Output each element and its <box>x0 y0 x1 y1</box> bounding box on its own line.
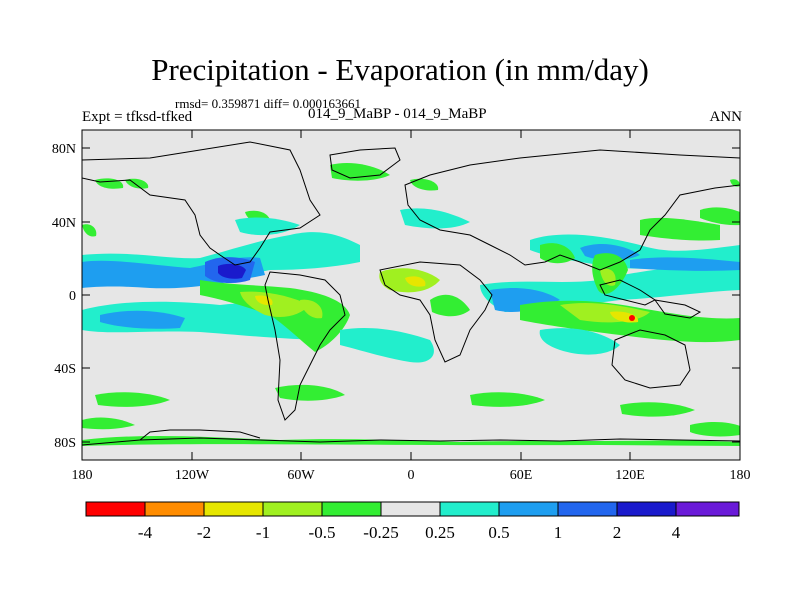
season-label: ANN <box>709 109 743 125</box>
colorbar-label: 4 <box>672 523 681 542</box>
contour-region <box>95 392 170 407</box>
contour-region <box>600 268 616 286</box>
colorbar-box <box>321 501 382 517</box>
coastline-australia <box>611 329 691 389</box>
coastline-new-guinea <box>653 299 702 319</box>
contour-fill <box>82 163 740 460</box>
contour-region <box>275 384 345 401</box>
colorbar-label: -0.25 <box>363 523 398 542</box>
contour-region <box>470 392 545 407</box>
coastline-antarctic-peninsula <box>139 429 261 441</box>
x-tick-label: 60E <box>510 468 533 483</box>
contour-region <box>235 217 300 236</box>
case-label: 014_9_MaBP - 014_9_MaBP <box>308 106 487 122</box>
contour-region <box>539 328 620 355</box>
expt-label: Expt = tfksd-tfked <box>82 109 193 125</box>
contour-region <box>300 299 323 319</box>
contour-region <box>629 315 635 321</box>
contour-region <box>218 263 246 279</box>
contour-region <box>400 208 470 229</box>
colorbar-label: 1 <box>554 523 563 542</box>
colorbar-box <box>439 501 500 517</box>
colorbar-label: -1 <box>256 523 270 542</box>
colorbar-box <box>203 501 264 517</box>
x-tick-label: 60W <box>287 468 315 483</box>
contour-region <box>690 422 740 437</box>
y-tick-label: 40S <box>54 362 76 377</box>
y-axis-ticks <box>82 147 740 443</box>
coastline-eurasia <box>404 149 740 271</box>
y-tick-label: 80N <box>52 142 76 157</box>
coastline-africa <box>379 261 493 363</box>
colorbar-box <box>380 501 441 517</box>
colorbar-box <box>557 501 618 517</box>
contour-region <box>620 402 695 417</box>
colorbar-label: 0.25 <box>425 523 455 542</box>
coastline-greenland <box>329 147 401 179</box>
y-tick-label: 0 <box>69 289 76 304</box>
colorbar-box <box>498 501 559 517</box>
coastline-antarctica <box>82 437 740 446</box>
coastline-maritime-se-asia <box>599 279 656 306</box>
x-tick-label: 120W <box>175 468 210 483</box>
coastline-north-america <box>82 141 321 266</box>
chart-title: Precipitation - Evaporation (in mm/day) <box>151 52 649 87</box>
contour-region <box>430 294 470 317</box>
contour-region <box>640 217 720 241</box>
contour-region <box>700 207 740 226</box>
contour-region <box>82 417 135 430</box>
colorbar-label: 2 <box>613 523 622 542</box>
y-tick-label: 40N <box>52 216 76 231</box>
coastline-south-america <box>264 271 346 421</box>
x-tick-label: 180 <box>730 468 751 483</box>
colorbar-label: -0.5 <box>309 523 336 542</box>
contour-region <box>540 243 575 264</box>
contour-region <box>405 276 426 287</box>
colorbar-label: -2 <box>197 523 211 542</box>
y-tick-label: 80S <box>54 436 76 451</box>
contour-region <box>100 310 185 329</box>
colorbar-label: 0.5 <box>488 523 509 542</box>
contour-region <box>730 179 740 187</box>
colorbar-box <box>675 501 740 517</box>
contour-region <box>630 257 740 271</box>
colorbar-box <box>85 501 146 517</box>
contour-region <box>340 328 434 363</box>
colorbar-label: -4 <box>138 523 153 542</box>
x-tick-label: 0 <box>408 468 415 483</box>
stats-text: rmsd= 0.359871 diff= 0.000163661 <box>175 96 361 111</box>
x-tick-label: 120E <box>615 468 645 483</box>
contour-region <box>410 178 439 191</box>
x-tick-label: 180 <box>72 468 93 483</box>
colorbar <box>85 501 740 517</box>
colorbar-box <box>144 501 205 517</box>
contour-region <box>82 224 97 237</box>
continent-outlines <box>82 141 740 446</box>
colorbar-box <box>616 501 677 517</box>
x-axis-ticks <box>81 130 741 460</box>
colorbar-box <box>262 501 323 517</box>
